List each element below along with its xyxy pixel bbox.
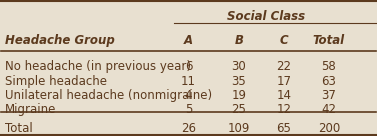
Text: A: A xyxy=(184,34,193,47)
Text: Social Class: Social Class xyxy=(227,10,305,23)
Text: 17: 17 xyxy=(276,75,291,88)
Text: Total: Total xyxy=(5,122,33,135)
Text: 65: 65 xyxy=(276,122,291,135)
Text: 12: 12 xyxy=(276,103,291,116)
Text: 26: 26 xyxy=(181,122,196,135)
Text: 19: 19 xyxy=(231,89,247,102)
Text: 22: 22 xyxy=(276,61,291,73)
Text: 35: 35 xyxy=(231,75,247,88)
Text: Unilateral headache (nonmigraine): Unilateral headache (nonmigraine) xyxy=(5,89,212,102)
Text: Simple headache: Simple headache xyxy=(5,75,107,88)
Text: 6: 6 xyxy=(185,61,192,73)
Text: 200: 200 xyxy=(318,122,340,135)
Text: 25: 25 xyxy=(231,103,247,116)
Text: 4: 4 xyxy=(185,89,192,102)
Text: B: B xyxy=(234,34,244,47)
Text: 63: 63 xyxy=(322,75,336,88)
Text: 37: 37 xyxy=(322,89,336,102)
Text: C: C xyxy=(280,34,288,47)
Text: No headache (in previous year): No headache (in previous year) xyxy=(5,61,191,73)
Text: 30: 30 xyxy=(231,61,247,73)
Text: 5: 5 xyxy=(185,103,192,116)
Text: Headache Group: Headache Group xyxy=(5,34,115,47)
Text: 42: 42 xyxy=(321,103,336,116)
Text: 11: 11 xyxy=(181,75,196,88)
Text: 14: 14 xyxy=(276,89,291,102)
Text: 58: 58 xyxy=(322,61,336,73)
Text: 109: 109 xyxy=(228,122,250,135)
Text: Migraine: Migraine xyxy=(5,103,57,116)
Text: Total: Total xyxy=(313,34,345,47)
